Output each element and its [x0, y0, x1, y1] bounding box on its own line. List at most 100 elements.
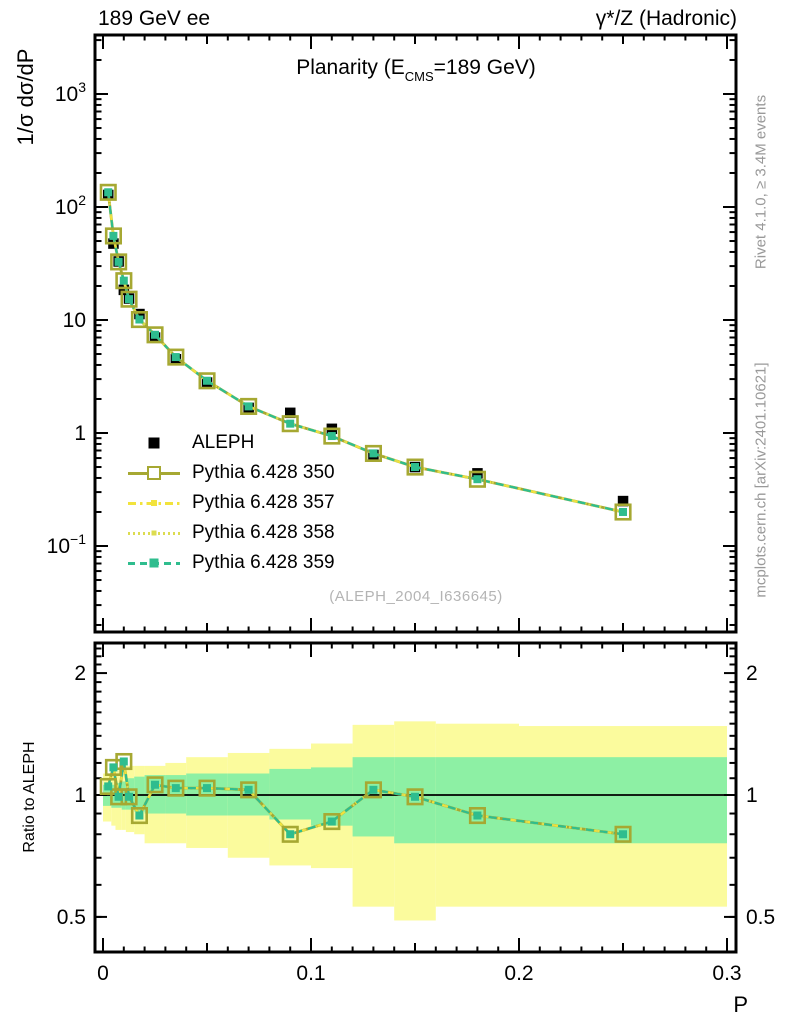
pythia-359-filled-square-marker	[119, 276, 128, 285]
legend-entry-pythia-350: Pythia 6.428 350	[128, 458, 335, 488]
pythia-350-open-square-marker	[240, 781, 258, 799]
pythia-359-filled-square-marker	[114, 792, 123, 801]
pythia-359-filled-square-marker	[473, 811, 482, 820]
ratio-y-axis-title: Ratio to ALEPH	[21, 741, 38, 853]
aleph-marker	[118, 284, 130, 296]
legend-label: Pythia 6.428 359	[192, 552, 335, 573]
axis-tick-labels: 0 0.1 0.2 0.3 10−1 1 10 102 103 0.5 0.5 1 1 2 2	[47, 79, 776, 985]
pythia-350-open-square-marker	[99, 183, 117, 201]
pythia-350-open-square-marker	[120, 290, 138, 308]
pythia-359-filled-square-marker	[244, 785, 253, 794]
plot-title-prefix: Planarity (E	[296, 56, 405, 79]
ratio-y-tick-label-right: 2	[746, 662, 758, 685]
pythia-350-open-square-marker	[167, 348, 185, 366]
pythia-359-filled-square-marker	[109, 763, 118, 772]
legend-label: Pythia 6.428 358	[192, 522, 335, 543]
pythia-350-open-square-marker	[104, 758, 122, 776]
pythia-350-open-square-marker	[614, 503, 632, 521]
legend-entry-pythia-359: Pythia 6.428 359	[128, 548, 335, 578]
aleph-data-marker-icon	[128, 432, 180, 454]
pythia-359-filled-square-marker	[119, 757, 128, 766]
pythia-350-open-square-marker	[198, 372, 216, 390]
pythia-359-filled-square-marker	[135, 811, 144, 820]
pythia-359-filled-square-marker	[171, 784, 180, 793]
x-tick-label: 0	[97, 962, 109, 985]
pythia-350-markers-main	[99, 183, 632, 521]
axis-ticks	[95, 35, 736, 952]
pythia-359-filled-square-marker	[151, 780, 159, 789]
pythia-350-open-square-marker	[130, 806, 148, 825]
aleph-marker	[134, 308, 145, 320]
main-y-axis-title: 1/σ dσ/dP	[13, 48, 38, 146]
pythia-359-filled-square-marker	[151, 330, 159, 339]
pythia-350-open-square-marker	[110, 253, 128, 271]
aleph-marker	[617, 495, 629, 507]
ratio-y-tick-label-right: 0.5	[746, 906, 775, 929]
y-tick-label: 102	[55, 192, 86, 219]
pythia-359-filled-square-marker	[104, 188, 113, 197]
pythia-350-open-square-marker	[146, 326, 164, 344]
pythia-359-filled-square-marker	[286, 830, 295, 839]
pythia-359-markers-ratio	[104, 757, 627, 839]
analysis-id-watermark: (ALEPH_2004_I636645)	[329, 588, 503, 605]
pythia-350-open-square-marker	[468, 470, 487, 488]
pythia-359-markers-main	[104, 188, 627, 516]
pythia-350-open-square-marker	[115, 752, 133, 771]
ratio-y-tick-label-left: 2	[74, 662, 86, 685]
pythia-350-open-square-marker	[198, 779, 216, 797]
pythia-359-filled-square-marker	[203, 376, 211, 385]
plot-title-suffix: =189 GeV)	[433, 56, 536, 79]
pythia-359-filled-square-marker	[109, 231, 118, 240]
legend-entry-aleph: ALEPH	[128, 428, 335, 458]
ratio-y-tick-label-left: 1	[74, 784, 86, 807]
ratio-y-tick-label-right: 1	[746, 784, 758, 807]
plot-title: Planarity (ECMS=189 GeV)	[95, 56, 737, 84]
pythia-359-filled-square-marker	[125, 295, 133, 304]
legend: ALEPH Pythia 6.428 350 Pythia 6.428 357 …	[128, 428, 335, 578]
pythia-359-filled-square-marker	[369, 449, 378, 458]
legend-label: Pythia 6.428 350	[192, 462, 335, 483]
pythia-350-line-marker-icon	[128, 462, 180, 484]
aleph-marker	[285, 407, 296, 419]
legend-label: ALEPH	[192, 432, 255, 453]
pythia-359-filled-square-marker	[125, 792, 133, 801]
y-tick-label: 103	[55, 79, 86, 106]
pythia-359-filled-square-marker	[135, 315, 144, 324]
legend-entry-pythia-358: Pythia 6.428 358	[128, 518, 335, 548]
pythia-359-filled-square-marker	[244, 402, 253, 411]
pythia-350-open-square-marker	[167, 779, 185, 797]
pythia-350-open-square-marker	[146, 776, 164, 794]
mcplots-arxiv-note: mcplots.cern.ch [arXiv:2401.10621]	[752, 362, 770, 598]
x-axis-title: P	[733, 992, 748, 1017]
x-tick-label: 0.1	[296, 962, 325, 985]
pythia-359-filled-square-marker	[114, 257, 123, 266]
pythia-350-open-square-marker	[364, 444, 383, 462]
pythia-350-open-square-marker	[281, 415, 299, 433]
rivet-version-note: Rivet 4.1.0, ≥ 3.4M events	[752, 94, 770, 270]
pythia-359-filled-square-marker	[619, 830, 627, 839]
pythia-358-line-marker-icon	[128, 522, 180, 544]
pythia-359-line-main	[107, 192, 624, 514]
plot-title-subscript: CMS	[404, 69, 434, 84]
pythia-350-open-square-marker	[99, 777, 117, 796]
process-label: γ*/Z (Hadronic)	[595, 7, 737, 30]
pythia-357-line-marker-icon	[128, 492, 180, 514]
x-tick-label: 0.2	[504, 962, 533, 985]
ratio-uncertainty-bands	[103, 721, 727, 921]
pythia-359-filled-square-marker	[369, 785, 378, 794]
beam-energy-label: 189 GeV ee	[98, 7, 211, 30]
pythia-359-filled-square-marker	[203, 784, 211, 793]
pythia-350-open-square-marker	[406, 788, 424, 806]
pythia-359-filled-square-marker	[327, 432, 336, 441]
band-green-bin	[435, 757, 519, 844]
pythia-350-open-square-marker	[468, 806, 487, 825]
pythia-350-open-square-marker	[323, 427, 341, 445]
pythia-359-filled-square-marker	[411, 792, 419, 801]
pythia-359-filled-square-marker	[619, 507, 627, 516]
legend-entry-pythia-357: Pythia 6.428 357	[128, 488, 335, 518]
y-tick-label: 10−1	[47, 531, 87, 558]
pythia-350-open-square-marker	[406, 458, 424, 476]
pythia-350-open-square-marker	[323, 813, 341, 831]
